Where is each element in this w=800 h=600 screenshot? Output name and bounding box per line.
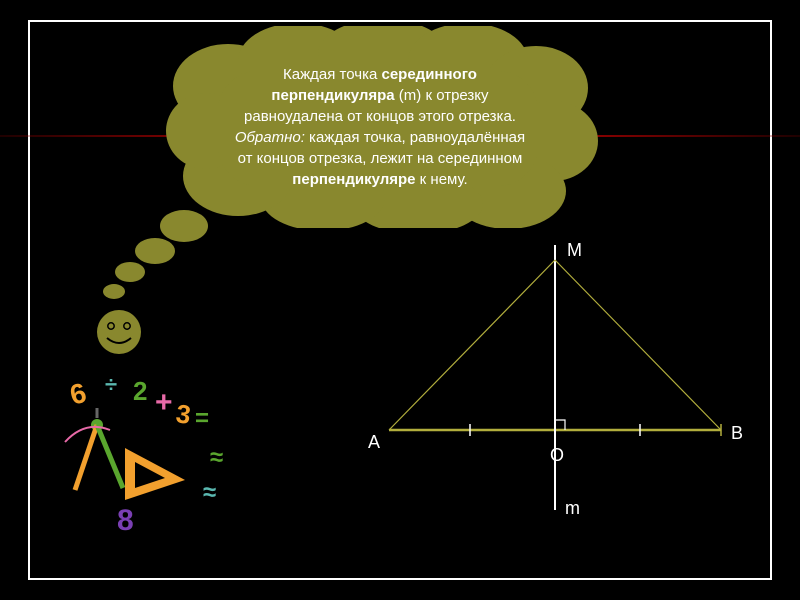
compass-icon (75, 408, 123, 490)
glyph-three: 3 (174, 398, 193, 430)
glyph-two: 2 (133, 376, 147, 406)
text-l1b: серединного (381, 66, 476, 83)
text-l2b: (m) к отрезку (395, 87, 489, 104)
glyph-plus: + (155, 386, 173, 419)
segment-mb (555, 260, 721, 430)
text-l4a: Обратно: (235, 129, 305, 146)
text-l1a: Каждая точка (283, 66, 381, 83)
label-o: O (550, 445, 564, 466)
text-l6a: перпендикуляре (292, 171, 415, 188)
thought-bubble: Каждая точка серединного перпендикуляра … (170, 38, 590, 216)
text-l4b: каждая точка, равноудалённая (305, 129, 525, 146)
text-l6b: к нему. (416, 171, 468, 188)
label-m-point: M (567, 240, 582, 261)
geometry-diagram: A B M O m (330, 240, 760, 560)
label-b: B (731, 423, 743, 444)
math-tools-clipart: 6 2 + 3 = ≈ ≈ ÷ 8 (55, 370, 255, 540)
right-angle-mark (555, 420, 565, 430)
smiley-icon (95, 308, 143, 356)
set-square-icon (125, 448, 185, 500)
segment-ma (389, 260, 555, 430)
bubble-text: Каждая точка серединного перпендикуляра … (170, 38, 590, 216)
text-l3: равноудалена от концов этого отрезка. (244, 108, 516, 125)
thought-trail-2 (135, 238, 175, 264)
text-l2a: перпендикуляра (271, 87, 394, 104)
glyph-approx2: ≈ (203, 479, 216, 506)
label-a: A (368, 432, 380, 453)
thought-trail-4 (103, 284, 125, 299)
thought-trail-3 (115, 262, 145, 282)
text-l5: от концов отрезка, лежит на серединном (238, 150, 523, 167)
glyph-approx1: ≈ (210, 444, 223, 471)
label-m-line: m (565, 498, 580, 519)
glyph-eight: 8 (117, 504, 134, 537)
glyph-six: 6 (67, 377, 90, 411)
glyph-divide: ÷ (105, 372, 117, 397)
glyph-equals: = (195, 405, 209, 432)
